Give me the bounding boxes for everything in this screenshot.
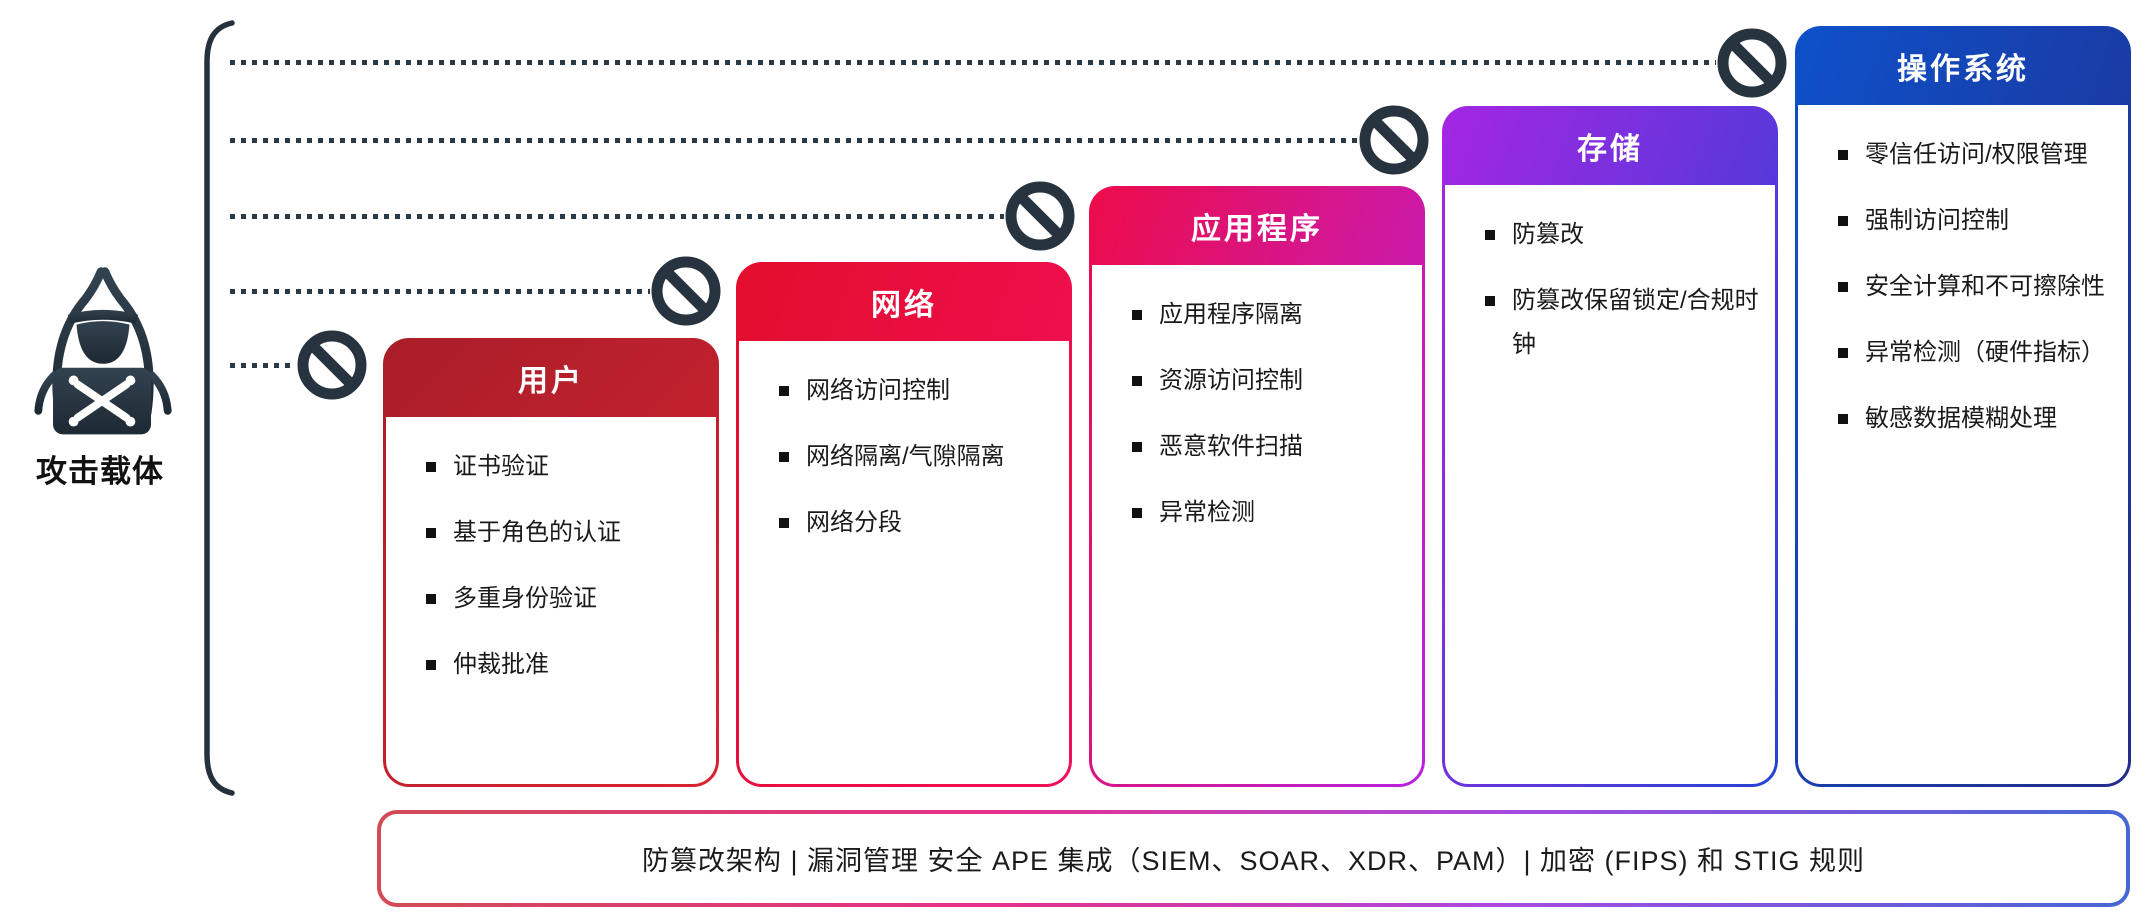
list-item: 安全计算和不可擦除性	[1832, 265, 2118, 309]
no-entry-icon	[1005, 181, 1075, 251]
list-item: 网络访问控制	[773, 369, 1059, 413]
attack-line-network	[230, 289, 650, 294]
no-entry-icon	[651, 256, 721, 326]
foundation-banner-text: 防篡改架构 | 漏洞管理 安全 APE 集成（SIEM、SOAR、XDR、PAM…	[381, 814, 2126, 903]
card-network: 网络 网络访问控制 网络隔离/气隙隔离 网络分段	[736, 262, 1072, 787]
no-entry-icon	[1359, 105, 1429, 175]
card-application-body: 应用程序隔离 资源访问控制 恶意软件扫描 异常检测	[1092, 265, 1422, 784]
card-user-body: 证书验证 基于角色的认证 多重身份验证 仲裁批准	[386, 417, 716, 784]
list-item: 资源访问控制	[1126, 359, 1412, 403]
list-item: 仲裁批准	[420, 643, 706, 687]
list-item: 异常检测	[1126, 491, 1412, 535]
list-item: 基于角色的认证	[420, 511, 706, 555]
card-network-title: 网络	[871, 288, 937, 322]
card-os: 操作系统 零信任访问/权限管理 强制访问控制 安全计算和不可擦除性 异常检测（硬…	[1795, 26, 2131, 787]
no-entry-icon	[1717, 28, 1787, 98]
card-storage-body: 防篡改 防篡改保留锁定/合规时钟	[1445, 185, 1775, 784]
list-item: 防篡改保留锁定/合规时钟	[1479, 279, 1765, 367]
list-item: 证书验证	[420, 445, 706, 489]
bracket	[204, 20, 235, 796]
card-network-body: 网络访问控制 网络隔离/气隙隔离 网络分段	[739, 341, 1069, 784]
hacker-icon	[5, 267, 201, 435]
list-item: 敏感数据模糊处理	[1832, 397, 2118, 441]
list-item: 零信任访问/权限管理	[1832, 133, 2118, 177]
attack-line-storage	[230, 138, 1358, 143]
list-item: 应用程序隔离	[1126, 293, 1412, 337]
card-storage: 存储 防篡改 防篡改保留锁定/合规时钟	[1442, 106, 1778, 787]
attack-line-application	[230, 214, 1004, 219]
attack-line-os	[230, 60, 1716, 65]
card-application: 应用程序 应用程序隔离 资源访问控制 恶意软件扫描 异常检测	[1089, 186, 1425, 787]
card-os-body: 零信任访问/权限管理 强制访问控制 安全计算和不可擦除性 异常检测（硬件指标） …	[1798, 105, 2128, 784]
no-entry-icon	[297, 330, 367, 400]
list-item: 恶意软件扫描	[1126, 425, 1412, 469]
list-item: 多重身份验证	[420, 577, 706, 621]
card-application-title: 应用程序	[1191, 212, 1323, 246]
attacker-label: 攻击载体	[36, 454, 164, 489]
card-os-title: 操作系统	[1897, 52, 2029, 86]
list-item: 网络隔离/气隙隔离	[773, 435, 1059, 479]
list-item: 强制访问控制	[1832, 199, 2118, 243]
list-item: 防篡改	[1479, 213, 1765, 257]
card-user-title: 用户	[518, 364, 584, 398]
foundation-banner: 防篡改架构 | 漏洞管理 安全 APE 集成（SIEM、SOAR、XDR、PAM…	[377, 810, 2130, 907]
list-item: 网络分段	[773, 501, 1059, 545]
card-storage-title: 存储	[1577, 132, 1643, 166]
list-item: 异常检测（硬件指标）	[1832, 331, 2118, 375]
attack-line-user	[230, 363, 296, 368]
card-user: 用户 证书验证 基于角色的认证 多重身份验证 仲裁批准	[383, 338, 719, 787]
